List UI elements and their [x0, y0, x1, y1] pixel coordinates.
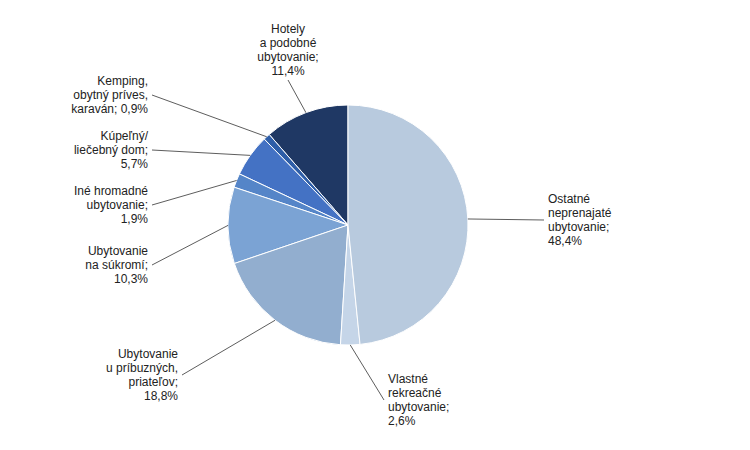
svg-text:Hotelya podobnéubytovanie;11,4: Hotelya podobnéubytovanie;11,4%: [257, 22, 318, 78]
svg-text:Ubytovanieu príbuzných,priateľ: Ubytovanieu príbuzných,priateľov;18,8%: [106, 347, 178, 403]
svg-text:Iné hromadnéubytovanie;1,9%: Iné hromadnéubytovanie;1,9%: [74, 184, 148, 226]
svg-text:Vlastnérekreačnéubytovanie;2,6: Vlastnérekreačnéubytovanie;2,6%: [388, 372, 449, 428]
svg-text:Ubytovaniena súkromí;10,3%: Ubytovaniena súkromí;10,3%: [85, 244, 148, 286]
svg-text:Ostatnéneprenajatéubytovanie;4: Ostatnéneprenajatéubytovanie;48,4%: [548, 192, 612, 248]
svg-text:Kúpeľný/liečebný dom;5,7%: Kúpeľný/liečebný dom;5,7%: [74, 129, 149, 171]
svg-text:Kemping,obytný príves,karaván;: Kemping,obytný príves,karaván; 0,9%: [71, 74, 148, 116]
